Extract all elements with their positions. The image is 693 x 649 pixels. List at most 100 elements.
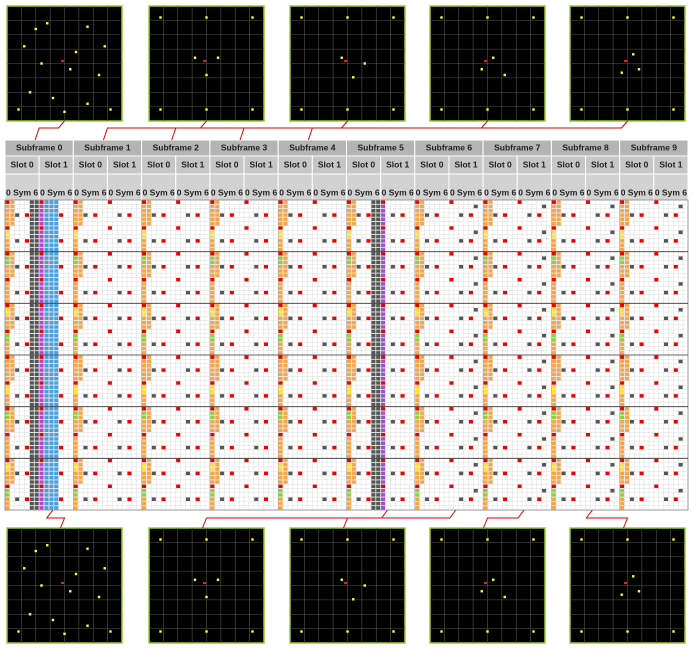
resource-element (371, 441, 376, 446)
resource-element (420, 256, 425, 260)
subframe-label: Subframe 4 (289, 142, 336, 152)
resource-element (210, 346, 215, 351)
resource-element (278, 243, 283, 247)
resource-element (620, 389, 625, 394)
resource-element (620, 286, 625, 291)
resource-element (142, 264, 147, 269)
resource-element (185, 264, 190, 269)
resource-element (483, 312, 488, 316)
resource-element (542, 411, 547, 415)
resource-element (503, 213, 508, 217)
resource-element (654, 303, 659, 308)
resource-element (371, 419, 376, 424)
resource-element (54, 346, 59, 351)
resource-element (346, 333, 351, 338)
constellation-point (69, 68, 72, 71)
resource-element (488, 368, 493, 372)
resource-element (83, 419, 88, 424)
resource-element (215, 325, 220, 329)
resource-element (283, 308, 288, 312)
resource-element (624, 424, 630, 428)
resource-element (488, 463, 493, 467)
resource-element (571, 471, 576, 476)
resource-element (73, 415, 78, 420)
resource-element (322, 445, 327, 450)
symbol-header (380, 173, 416, 201)
resource-element (278, 355, 283, 359)
resource-element (210, 381, 215, 385)
symbol-range: 0 Sym 6 (552, 187, 584, 197)
resource-element (59, 239, 64, 243)
resource-element (210, 200, 215, 204)
resource-element (585, 277, 591, 282)
resource-element (556, 458, 561, 463)
resource-element (371, 282, 376, 286)
resource-element (346, 308, 351, 312)
resource-element (142, 428, 147, 433)
resource-element (142, 458, 147, 463)
resource-element (44, 286, 49, 291)
resource-element (346, 364, 351, 368)
resource-element (49, 204, 54, 209)
constellation-point (626, 538, 629, 541)
resource-element (332, 342, 337, 346)
slot-label: Slot 0 (420, 159, 443, 169)
resource-element (415, 359, 420, 364)
constellation-point (580, 538, 583, 541)
resource-element (142, 260, 147, 265)
resource-element (654, 200, 659, 204)
resource-element (29, 333, 34, 338)
resource-element (556, 256, 561, 260)
resource-element (54, 329, 59, 334)
resource-element (381, 364, 386, 368)
constellation-point (97, 73, 101, 77)
resource-element (624, 355, 630, 359)
resource-element (210, 277, 215, 282)
resource-element (654, 329, 659, 334)
resource-element (346, 488, 351, 493)
resource-element (376, 419, 381, 424)
resource-element (34, 359, 39, 364)
resource-element (73, 226, 78, 230)
resource-element (517, 407, 522, 411)
constellation-point (363, 62, 366, 65)
resource-element (39, 209, 44, 213)
resource-element (49, 458, 54, 463)
resource-element (283, 359, 288, 364)
resource-element (44, 351, 49, 355)
resource-element (59, 471, 64, 476)
resource-element (629, 445, 634, 450)
resource-element (449, 355, 454, 359)
resource-element (376, 200, 381, 204)
resource-element (483, 217, 488, 222)
resource-element (44, 441, 49, 446)
resource-element (107, 458, 112, 463)
resource-element (298, 445, 303, 450)
resource-element (5, 234, 10, 239)
resource-element (78, 308, 83, 312)
resource-element (488, 475, 493, 480)
resource-element (332, 239, 337, 243)
resource-element (332, 264, 337, 269)
resource-element (244, 200, 249, 204)
resource-element (210, 372, 215, 377)
resource-element (146, 200, 151, 204)
resource-element (176, 226, 181, 230)
resource-element (210, 506, 215, 510)
resource-element (605, 445, 610, 450)
resource-element (620, 273, 625, 278)
resource-element (54, 463, 59, 467)
resource-element (551, 290, 556, 295)
resource-element (39, 273, 44, 278)
resource-element (585, 484, 591, 489)
resource-element (15, 445, 20, 450)
resource-element (34, 312, 39, 316)
constellation-point (672, 108, 675, 111)
resource-element (517, 355, 522, 359)
resource-element (210, 471, 215, 476)
resource-element (551, 484, 556, 489)
resource-element (176, 200, 181, 204)
resource-element (556, 303, 561, 308)
resource-element (371, 480, 376, 484)
resource-element (10, 424, 15, 428)
